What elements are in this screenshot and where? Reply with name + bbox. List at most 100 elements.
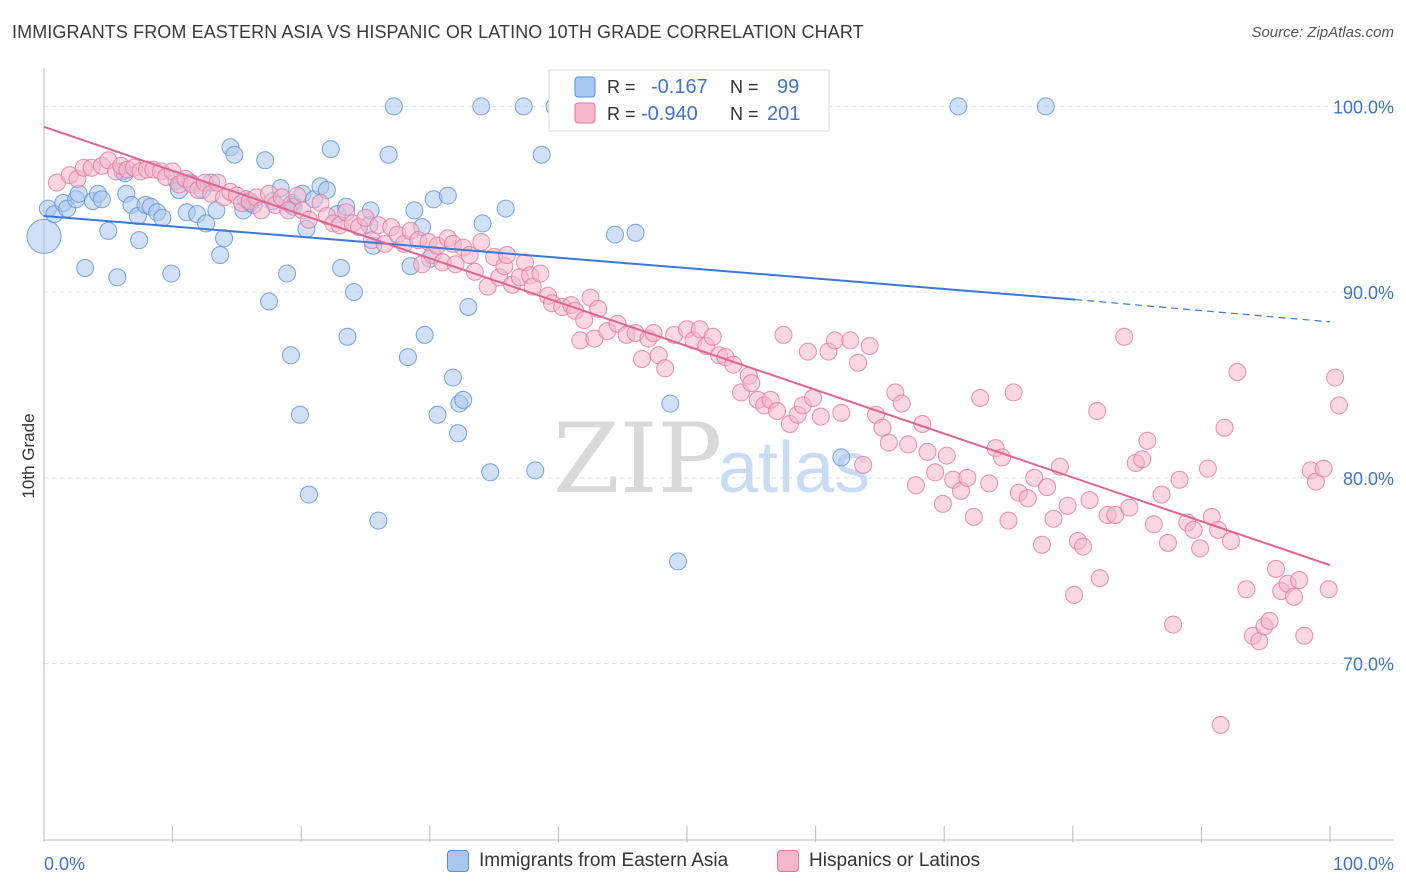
point-hispanic — [1237, 580, 1256, 599]
point-hispanic — [1018, 489, 1037, 508]
y-axis-label: 10th Grade — [19, 413, 38, 498]
axes — [43, 68, 1394, 842]
point-hispanic — [933, 494, 952, 513]
point-eastern-asia — [405, 201, 424, 220]
point-eastern-asia — [260, 292, 279, 311]
data-points — [26, 97, 1349, 734]
legend-item-eastern-asia[interactable]: Immigrants from Eastern Asia — [447, 850, 728, 872]
point-hispanic — [1088, 402, 1107, 420]
point-hispanic — [1152, 485, 1171, 504]
point-eastern-asia — [290, 405, 309, 424]
legend-r-label-1: R = — [607, 77, 636, 97]
point-hispanic — [632, 350, 651, 368]
point-hispanic — [1295, 626, 1314, 645]
point-eastern-asia — [379, 145, 398, 164]
point-hispanic — [964, 507, 983, 526]
point-hispanic — [854, 455, 873, 474]
point-hispanic — [1038, 478, 1057, 497]
point-hispanic — [472, 233, 491, 251]
point-eastern-asia — [668, 552, 687, 571]
point-hispanic — [1260, 611, 1279, 630]
point-eastern-asia — [344, 283, 363, 302]
legend-n-label-2: N = — [730, 104, 759, 124]
y-tick-label: 90.0% — [1343, 283, 1394, 303]
point-hispanic — [1158, 533, 1177, 552]
legend-swatch-eastern-asia — [447, 850, 469, 872]
x-tick-label-min: 0.0% — [44, 854, 85, 874]
point-eastern-asia — [26, 218, 62, 254]
point-eastern-asia — [473, 214, 492, 233]
point-hispanic — [1211, 715, 1230, 734]
point-hispanic — [804, 389, 823, 407]
point-eastern-asia — [338, 327, 357, 346]
trend-line-hispanic — [43, 125, 1331, 567]
point-hispanic — [774, 325, 793, 344]
point-eastern-asia — [332, 259, 351, 277]
point-eastern-asia — [108, 268, 127, 287]
point-eastern-asia — [514, 97, 533, 116]
point-eastern-asia — [415, 325, 434, 344]
point-eastern-asia — [256, 151, 275, 170]
point-eastern-asia — [369, 511, 388, 530]
gridlines — [44, 105, 1394, 665]
point-hispanic — [899, 435, 918, 454]
point-eastern-asia — [130, 231, 149, 250]
point-hispanic — [1106, 506, 1125, 524]
legend-swatch-blue — [574, 76, 596, 98]
point-hispanic — [1191, 539, 1210, 558]
point-eastern-asia — [481, 463, 500, 482]
bottom-legend: Immigrants from Eastern Asia Hispanics o… — [0, 850, 1406, 880]
point-eastern-asia — [449, 424, 468, 443]
point-hispanic — [1326, 368, 1345, 387]
point-hispanic — [1074, 537, 1093, 556]
point-hispanic — [841, 331, 860, 350]
point-eastern-asia — [99, 221, 118, 240]
point-eastern-asia — [526, 461, 545, 480]
point-hispanic — [849, 353, 868, 372]
point-hispanic — [1319, 580, 1338, 599]
trend-line-eastern-asia — [43, 215, 1076, 301]
point-hispanic — [1290, 571, 1309, 589]
stats-legend: R = -0.167 N = 99 R = -0.940 N = 201 — [548, 69, 830, 132]
legend-n-value-2: 201 — [767, 103, 800, 125]
point-eastern-asia — [428, 405, 447, 424]
legend-item-hispanics[interactable]: Hispanics or Latinos — [777, 850, 980, 872]
point-hispanic — [892, 394, 911, 413]
point-hispanic — [742, 374, 761, 393]
point-hispanic — [703, 327, 722, 346]
point-hispanic — [1184, 520, 1203, 539]
legend-swatch-hispanics — [777, 850, 799, 872]
point-hispanic — [999, 511, 1018, 530]
legend-n-label-1: N = — [730, 77, 759, 97]
point-hispanic — [644, 324, 663, 342]
point-hispanic — [1221, 532, 1240, 550]
point-hispanic — [575, 311, 594, 329]
point-eastern-asia — [661, 394, 680, 413]
point-hispanic — [958, 468, 977, 487]
point-hispanic — [1314, 459, 1333, 478]
point-hispanic — [1044, 509, 1063, 528]
trend-line-eastern-asia-extension — [1075, 298, 1331, 323]
point-eastern-asia — [225, 145, 244, 164]
point-eastern-asia — [626, 223, 645, 242]
point-eastern-asia — [76, 259, 95, 277]
point-eastern-asia — [281, 346, 300, 365]
point-hispanic — [906, 476, 925, 495]
trend-lines — [43, 125, 1331, 567]
point-hispanic — [926, 463, 945, 482]
point-hispanic — [1164, 615, 1183, 634]
point-hispanic — [1025, 468, 1044, 487]
point-hispanic — [873, 418, 892, 437]
point-hispanic — [971, 389, 990, 407]
point-hispanic — [1170, 470, 1189, 489]
point-eastern-asia — [472, 97, 491, 116]
point-eastern-asia — [1036, 97, 1055, 116]
point-hispanic — [1330, 396, 1349, 415]
point-eastern-asia — [459, 298, 478, 316]
point-eastern-asia — [92, 190, 111, 209]
x-tick-label-max: 100.0% — [1333, 854, 1394, 874]
point-hispanic — [811, 407, 830, 426]
legend-label-eastern-asia: Immigrants from Eastern Asia — [479, 850, 729, 871]
point-hispanic — [1065, 585, 1084, 604]
point-hispanic — [1228, 363, 1247, 381]
